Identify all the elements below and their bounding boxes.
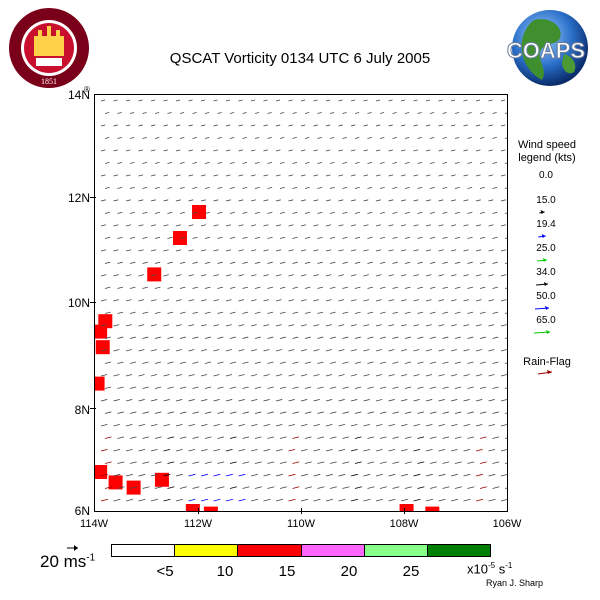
scale-label-text: 20 ms <box>40 552 87 571</box>
lat-label-10n: 10N <box>67 296 90 310</box>
lat-label-6n: 6N <box>74 504 90 518</box>
lon-label-110w: 110W <box>287 518 315 530</box>
coaps-globe-logo: COAPS <box>506 10 588 86</box>
lat-tick <box>90 302 96 303</box>
vorticity-cell <box>425 506 440 511</box>
lon-label-112w: 112W <box>184 518 212 530</box>
vorticity-cell <box>108 475 123 490</box>
colorbar-label: 10 <box>216 563 234 580</box>
lat-label-8n: 8N <box>74 403 90 417</box>
vorticity-cell <box>154 472 169 487</box>
rain-flag-arrow-icon <box>537 370 553 375</box>
units-tail: s <box>495 561 506 577</box>
legend-arrow-head <box>545 306 549 310</box>
colorbar-segment <box>427 545 491 556</box>
vorticity-cell <box>192 205 207 219</box>
vorticity-cell <box>185 504 200 511</box>
legend-value: 0.0 <box>539 170 553 181</box>
scale-label-exponent: -1 <box>86 552 96 564</box>
units-base: x10 <box>467 561 488 577</box>
colorbar-segment <box>301 545 365 556</box>
units-exponent: -5 <box>487 561 496 570</box>
lat-label-14n: 14N <box>67 88 90 102</box>
legend-value: 19.4 <box>536 219 556 230</box>
lon-tick <box>404 508 405 514</box>
lat-tick <box>90 408 96 409</box>
wind-legend-title-line1: Wind speed <box>517 139 577 151</box>
legend-value: 34.0 <box>536 267 556 278</box>
colorbar-label: 15 <box>278 563 296 580</box>
colorbar-segment <box>112 545 176 556</box>
wind-legend-title: Wind speed legend (kts) <box>512 139 582 165</box>
lat-tick <box>90 197 96 198</box>
svg-text:COAPS: COAPS <box>507 38 585 63</box>
vorticity-cell <box>95 376 105 391</box>
colorbar-label: 25 <box>402 563 420 580</box>
lon-label-114w: 114W <box>80 518 108 530</box>
units-exponent-2: -1 <box>505 561 513 570</box>
legend-arrow-head <box>546 330 551 334</box>
rain-flag-label: Rain-Flag <box>523 356 571 368</box>
vorticity-cell <box>95 340 110 355</box>
vorticity-colorbar <box>111 544 491 557</box>
lon-tick <box>301 508 302 514</box>
colorbar-label: 20 <box>340 563 358 580</box>
map-title: QSCAT Vorticity 0134 UTC 6 July 2005 <box>169 50 431 67</box>
lat-label-12n: 12N <box>67 191 90 205</box>
wind-vector-field <box>95 99 507 511</box>
scale-arrow-icon <box>67 545 78 551</box>
vorticity-cell <box>399 504 414 511</box>
wind-legend-title-line2: legend (kts) <box>518 152 576 164</box>
author-credit: Ryan J. Sharp <box>486 578 544 588</box>
legend-arrow-head <box>540 210 545 214</box>
vorticity-map-plot <box>94 94 508 512</box>
lon-tick <box>198 508 199 514</box>
svg-text:1851: 1851 <box>41 77 57 86</box>
colorbar-units: x10-5 s-1 <box>467 561 512 576</box>
colorbar-segment <box>238 545 302 556</box>
legend-arrow-head <box>542 258 547 262</box>
legend-value: 65.0 <box>536 315 556 326</box>
legend-value: 25.0 <box>536 243 556 254</box>
vorticity-cell <box>203 506 218 511</box>
colorbar-segment <box>364 545 428 556</box>
fsu-seal-logo: 1851 ® <box>9 8 90 94</box>
vorticity-cell <box>172 231 187 245</box>
wind-legend-arrows <box>533 210 551 334</box>
colorbar-label: <5 <box>156 563 174 580</box>
wind-vectors <box>100 99 507 502</box>
vorticity-cell <box>95 324 108 339</box>
vorticity-cell <box>147 267 162 282</box>
svg-text:®: ® <box>84 85 90 94</box>
lon-label-106w: 106W <box>492 518 522 530</box>
lon-label-108w: 108W <box>389 518 419 530</box>
legend-value: 50.0 <box>536 291 556 302</box>
vorticity-cell <box>95 465 108 479</box>
legend-value: 15.0 <box>536 195 556 206</box>
scale-label: 20 ms-1 <box>40 552 95 572</box>
legend-arrow-head <box>543 282 548 286</box>
legend-arrow-head <box>541 234 546 238</box>
colorbar-segment <box>175 545 239 556</box>
